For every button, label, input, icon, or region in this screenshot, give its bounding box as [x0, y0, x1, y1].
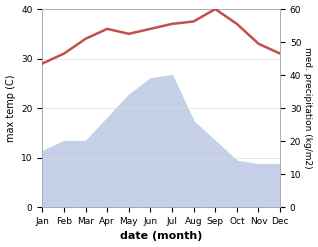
X-axis label: date (month): date (month) — [120, 231, 203, 242]
Y-axis label: max temp (C): max temp (C) — [5, 74, 16, 142]
Y-axis label: med. precipitation (kg/m2): med. precipitation (kg/m2) — [303, 47, 313, 169]
